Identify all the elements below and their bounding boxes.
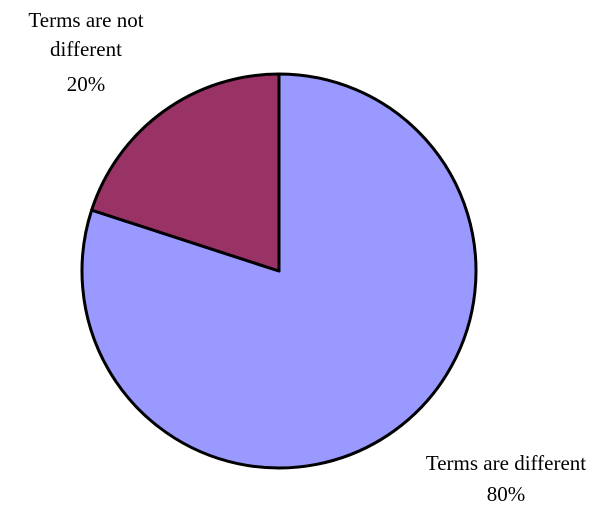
- pie-slice-not-different: [90, 72, 281, 273]
- pie-slices: [80, 72, 478, 470]
- slice-label-not-different-line-1: Terms are not: [28, 8, 143, 32]
- slice-percent-not-different: 20%: [67, 72, 106, 96]
- slice-percent-different: 80%: [487, 482, 526, 506]
- slice-label-different: Terms are different: [426, 451, 586, 475]
- slice-label-not-different-line-2: different: [50, 37, 122, 61]
- pie-labels: Terms are not different 20% Terms are di…: [28, 8, 586, 506]
